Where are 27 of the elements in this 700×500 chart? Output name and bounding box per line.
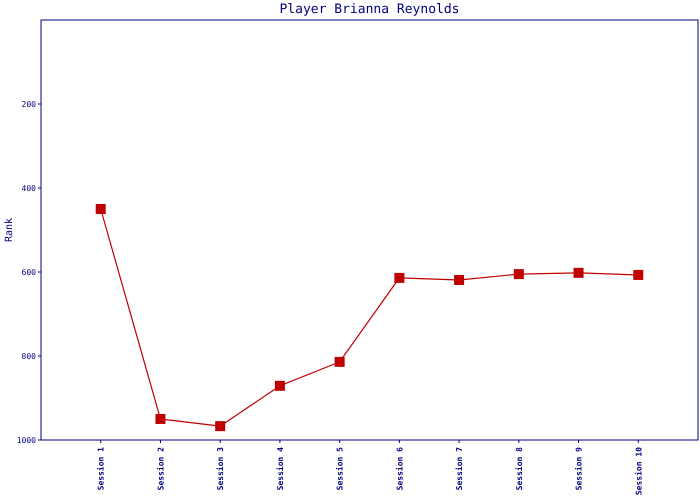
point bbox=[394, 272, 404, 283]
point bbox=[633, 270, 644, 280]
x-tick-label: Session 2 bbox=[156, 446, 166, 490]
point bbox=[514, 269, 524, 280]
x-tick-label: Session 9 bbox=[574, 446, 584, 490]
point bbox=[334, 356, 345, 367]
y-tick-label: 1000 bbox=[16, 436, 36, 445]
point bbox=[215, 421, 226, 432]
y-axis-title: Rank bbox=[4, 218, 15, 242]
x-tick-label: Session 3 bbox=[216, 446, 226, 490]
y-tick-label: 800 bbox=[22, 352, 36, 361]
x-tick-label: Session 1 bbox=[96, 446, 106, 490]
x-tick-label: Session 5 bbox=[336, 446, 345, 490]
x-tick-label: Session 7 bbox=[455, 446, 464, 490]
point bbox=[574, 268, 584, 278]
x-tick-label: Session 4 bbox=[276, 446, 285, 490]
point bbox=[454, 274, 464, 285]
point bbox=[274, 380, 285, 391]
y-tick-label: 400 bbox=[22, 184, 36, 193]
point bbox=[155, 414, 166, 424]
y-tick-label: 200 bbox=[22, 100, 36, 109]
x-tick-label: Session 8 bbox=[514, 446, 524, 490]
point bbox=[96, 204, 106, 214]
x-tick-label: Session 6 bbox=[395, 446, 404, 490]
y-tick-label: 600 bbox=[22, 268, 36, 277]
x-tick-label: Session 10 bbox=[634, 446, 644, 496]
chart-title: Player Brianna Reynolds bbox=[279, 2, 460, 17]
